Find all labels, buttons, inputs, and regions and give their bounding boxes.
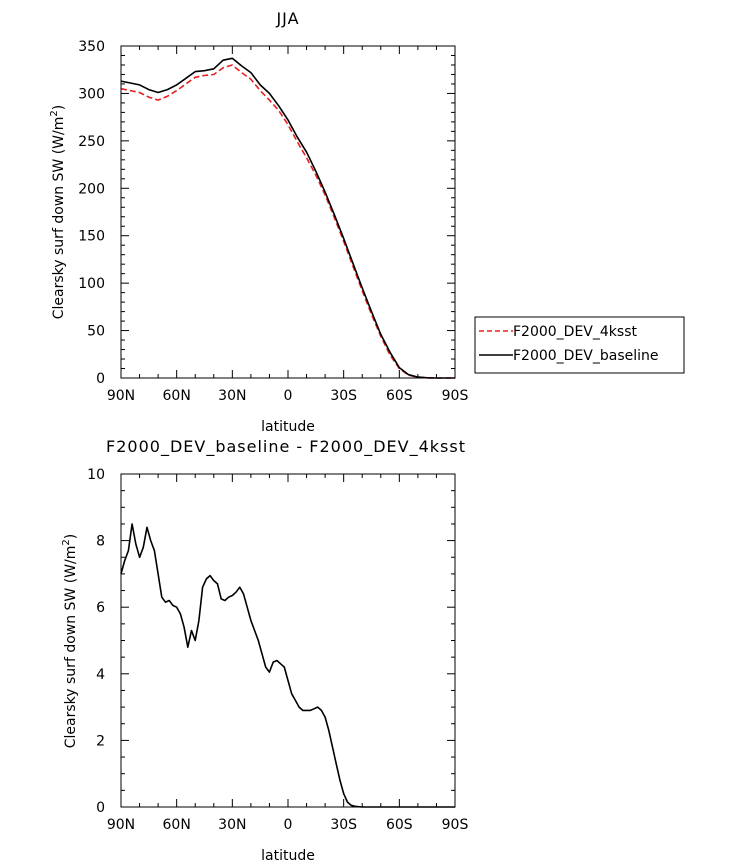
bottom-x-tick-label: 0 [284, 817, 293, 833]
top-x-tick-label: 90N [107, 388, 135, 404]
top-y-tick-label: 0 [96, 371, 105, 387]
legend-label-4ksst: F2000_DEV_4ksst [513, 324, 637, 340]
top-series-line-f2000-dev-baseline [120, 57, 455, 379]
bottom-y-tick-label: 4 [96, 667, 105, 683]
top-x-tick-label: 60N [163, 388, 191, 404]
legend-label-baseline: F2000_DEV_baseline [513, 348, 659, 364]
bottom-x-tick-label: 90N [107, 817, 135, 833]
bottom-x-tick-label: 60S [386, 817, 413, 833]
top-y-tick-label: 350 [78, 39, 105, 55]
bottom-y-tick-label: 10 [87, 467, 105, 483]
bottom-x-tick-label: 90S [442, 817, 469, 833]
bottom-plot-frame [120, 473, 456, 808]
bottom-x-axis-label: latitude [261, 848, 315, 864]
bottom-y-axis-label: Clearsky surf down SW (W/m2) [61, 534, 79, 748]
bottom-tick-group: 90N 60N 30N 0 30S 60S 90S 0 2 4 6 8 10 [87, 467, 468, 833]
top-x-tick-label: 60S [386, 388, 413, 404]
top-x-tick-label: 0 [284, 388, 293, 404]
bottom-panel: F2000_DEV_baseline - F2000_DEV_4ksst 90N… [61, 437, 468, 864]
legend: F2000_DEV_4ksst F2000_DEV_baseline [474, 316, 685, 374]
bottom-x-tick-label: 60N [163, 817, 191, 833]
top-x-tick-label: 30N [218, 388, 246, 404]
top-y-tick-label: 250 [78, 134, 105, 150]
top-y-tick-label: 50 [87, 324, 105, 340]
top-series-group [120, 57, 455, 379]
top-x-tick-label: 30S [330, 388, 357, 404]
top-panel: JJA 90N 60N 30N 0 30S 60S 90S 0 50 100 150 200 250 30… [49, 9, 685, 435]
top-plot-frame [120, 45, 456, 379]
top-y-tick-label: 300 [78, 86, 105, 102]
top-tick-group: 90N 60N 30N 0 30S 60S 90S 0 50 100 150 200 250 300 350 [78, 39, 468, 404]
bottom-y-tick-label: 6 [96, 600, 105, 616]
bottom-y-tick-label: 8 [96, 534, 105, 550]
bottom-y-tick-label: 0 [96, 800, 105, 816]
top-y-axis-label: Clearsky surf down SW (W/m2) [49, 105, 67, 319]
bottom-x-tick-label: 30S [330, 817, 357, 833]
top-series-line-f2000-dev-4ksst [120, 64, 455, 379]
bottom-x-tick-label: 30N [218, 817, 246, 833]
top-chart-title: JJA [275, 9, 299, 28]
bottom-series-group [120, 523, 455, 808]
top-y-tick-label: 200 [78, 181, 105, 197]
bottom-chart-title: F2000_DEV_baseline - F2000_DEV_4ksst [106, 437, 466, 457]
bottom-y-tick-label: 2 [96, 733, 105, 749]
bottom-series-line-difference [120, 523, 455, 808]
top-y-tick-label: 100 [78, 276, 105, 292]
legend-box [474, 316, 685, 374]
top-y-tick-label: 150 [78, 229, 105, 245]
top-x-tick-label: 90S [442, 388, 469, 404]
top-x-axis-label: latitude [261, 419, 315, 435]
